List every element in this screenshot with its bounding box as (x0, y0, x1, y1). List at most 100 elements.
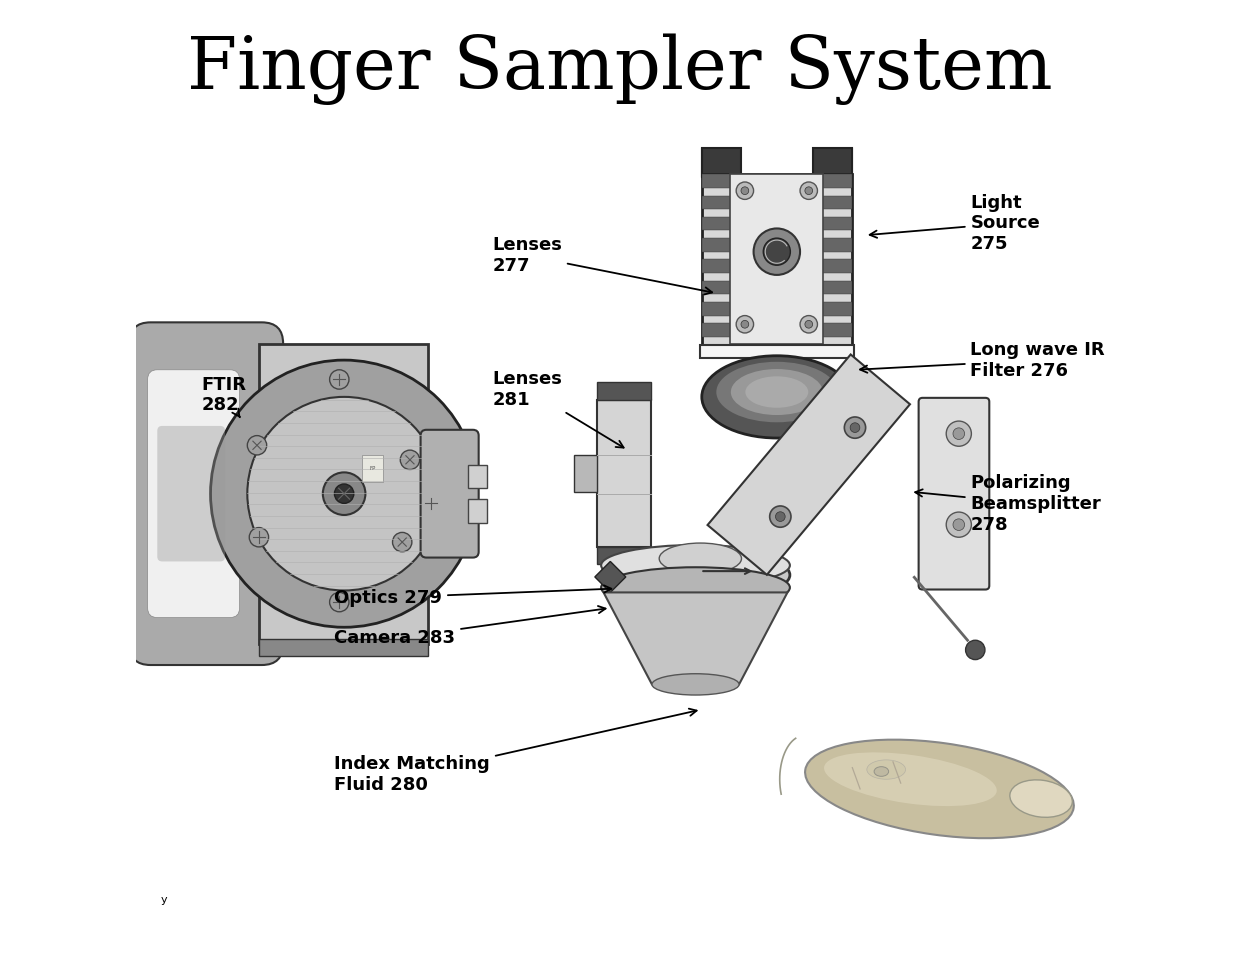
Bar (259, 344, 428, 644)
Bar (467, 465, 487, 488)
Circle shape (393, 532, 412, 552)
FancyBboxPatch shape (148, 370, 239, 618)
Text: Long wave IR
Filter 276: Long wave IR Filter 276 (861, 341, 1105, 379)
Circle shape (851, 423, 859, 433)
Circle shape (247, 397, 441, 590)
Text: Finger Sampler System: Finger Sampler System (187, 34, 1053, 106)
Ellipse shape (1009, 780, 1073, 817)
Circle shape (249, 528, 269, 547)
Bar (702, 174, 852, 350)
Circle shape (330, 592, 348, 612)
Ellipse shape (730, 369, 823, 415)
FancyBboxPatch shape (420, 430, 479, 558)
Bar (702, 217, 733, 230)
Bar (733, 323, 821, 329)
Ellipse shape (660, 543, 742, 574)
Circle shape (737, 182, 754, 199)
Text: Camera 283: Camera 283 (335, 606, 605, 648)
Bar (821, 302, 852, 316)
Bar (702, 323, 733, 337)
Ellipse shape (825, 752, 997, 806)
Text: Light
Source
275: Light Source 275 (869, 194, 1040, 254)
Circle shape (422, 494, 441, 513)
Bar (699, 345, 854, 358)
Bar (821, 238, 852, 252)
Text: Lenses
277: Lenses 277 (492, 236, 712, 294)
Circle shape (335, 484, 353, 503)
Circle shape (946, 421, 971, 446)
Text: Lenses
281: Lenses 281 (492, 370, 624, 447)
Bar (574, 455, 596, 492)
Text: Index Matching
Fluid 280: Index Matching Fluid 280 (335, 709, 697, 794)
Ellipse shape (702, 355, 852, 438)
Text: Optics 279: Optics 279 (335, 586, 611, 607)
Bar (821, 174, 852, 188)
Circle shape (754, 228, 800, 275)
Ellipse shape (805, 740, 1074, 838)
Bar (821, 281, 852, 294)
Circle shape (401, 450, 419, 469)
Bar (702, 174, 733, 188)
Circle shape (966, 640, 985, 659)
Bar (596, 547, 651, 564)
Circle shape (247, 436, 267, 455)
Circle shape (775, 512, 785, 522)
Circle shape (954, 428, 965, 439)
Bar (596, 400, 651, 547)
Ellipse shape (867, 760, 905, 779)
Bar (821, 217, 852, 230)
Circle shape (770, 506, 791, 528)
Bar (467, 499, 487, 523)
Bar (733, 281, 821, 287)
Bar (733, 174, 821, 180)
Bar (813, 148, 852, 177)
Circle shape (742, 320, 749, 328)
Bar (821, 259, 852, 273)
Bar (733, 196, 821, 201)
Ellipse shape (745, 377, 808, 408)
Text: FTIR
282: FTIR 282 (202, 376, 247, 417)
Circle shape (800, 182, 817, 199)
Bar (596, 382, 651, 400)
FancyBboxPatch shape (919, 398, 990, 590)
Bar (702, 302, 733, 316)
Ellipse shape (874, 767, 889, 776)
Ellipse shape (601, 548, 790, 601)
Circle shape (800, 316, 817, 333)
Bar (821, 323, 852, 337)
Ellipse shape (652, 674, 739, 695)
Bar (702, 238, 733, 252)
Ellipse shape (717, 362, 837, 422)
Bar (733, 217, 821, 223)
Bar (821, 196, 852, 209)
Polygon shape (708, 354, 910, 575)
Circle shape (211, 360, 477, 627)
Circle shape (805, 187, 812, 195)
Circle shape (330, 370, 348, 389)
Bar (259, 639, 428, 656)
Circle shape (322, 472, 366, 515)
Circle shape (954, 519, 965, 530)
Bar (733, 238, 821, 244)
Circle shape (742, 187, 749, 195)
FancyBboxPatch shape (157, 426, 224, 561)
Bar (702, 148, 740, 177)
Ellipse shape (601, 545, 790, 586)
Bar (702, 281, 733, 294)
Bar (702, 259, 733, 273)
Polygon shape (595, 561, 626, 592)
Bar (702, 196, 733, 209)
Circle shape (946, 512, 971, 537)
Polygon shape (604, 592, 787, 684)
Text: y: y (160, 895, 167, 905)
Bar (362, 455, 383, 482)
Circle shape (844, 417, 866, 439)
Circle shape (737, 316, 754, 333)
Text: Polarizing
Beamsplitter
278: Polarizing Beamsplitter 278 (915, 474, 1101, 534)
Text: FP: FP (370, 466, 376, 471)
Circle shape (764, 238, 790, 265)
Circle shape (805, 320, 812, 328)
Bar (730, 174, 823, 344)
Bar (702, 149, 739, 176)
Bar (733, 259, 821, 265)
